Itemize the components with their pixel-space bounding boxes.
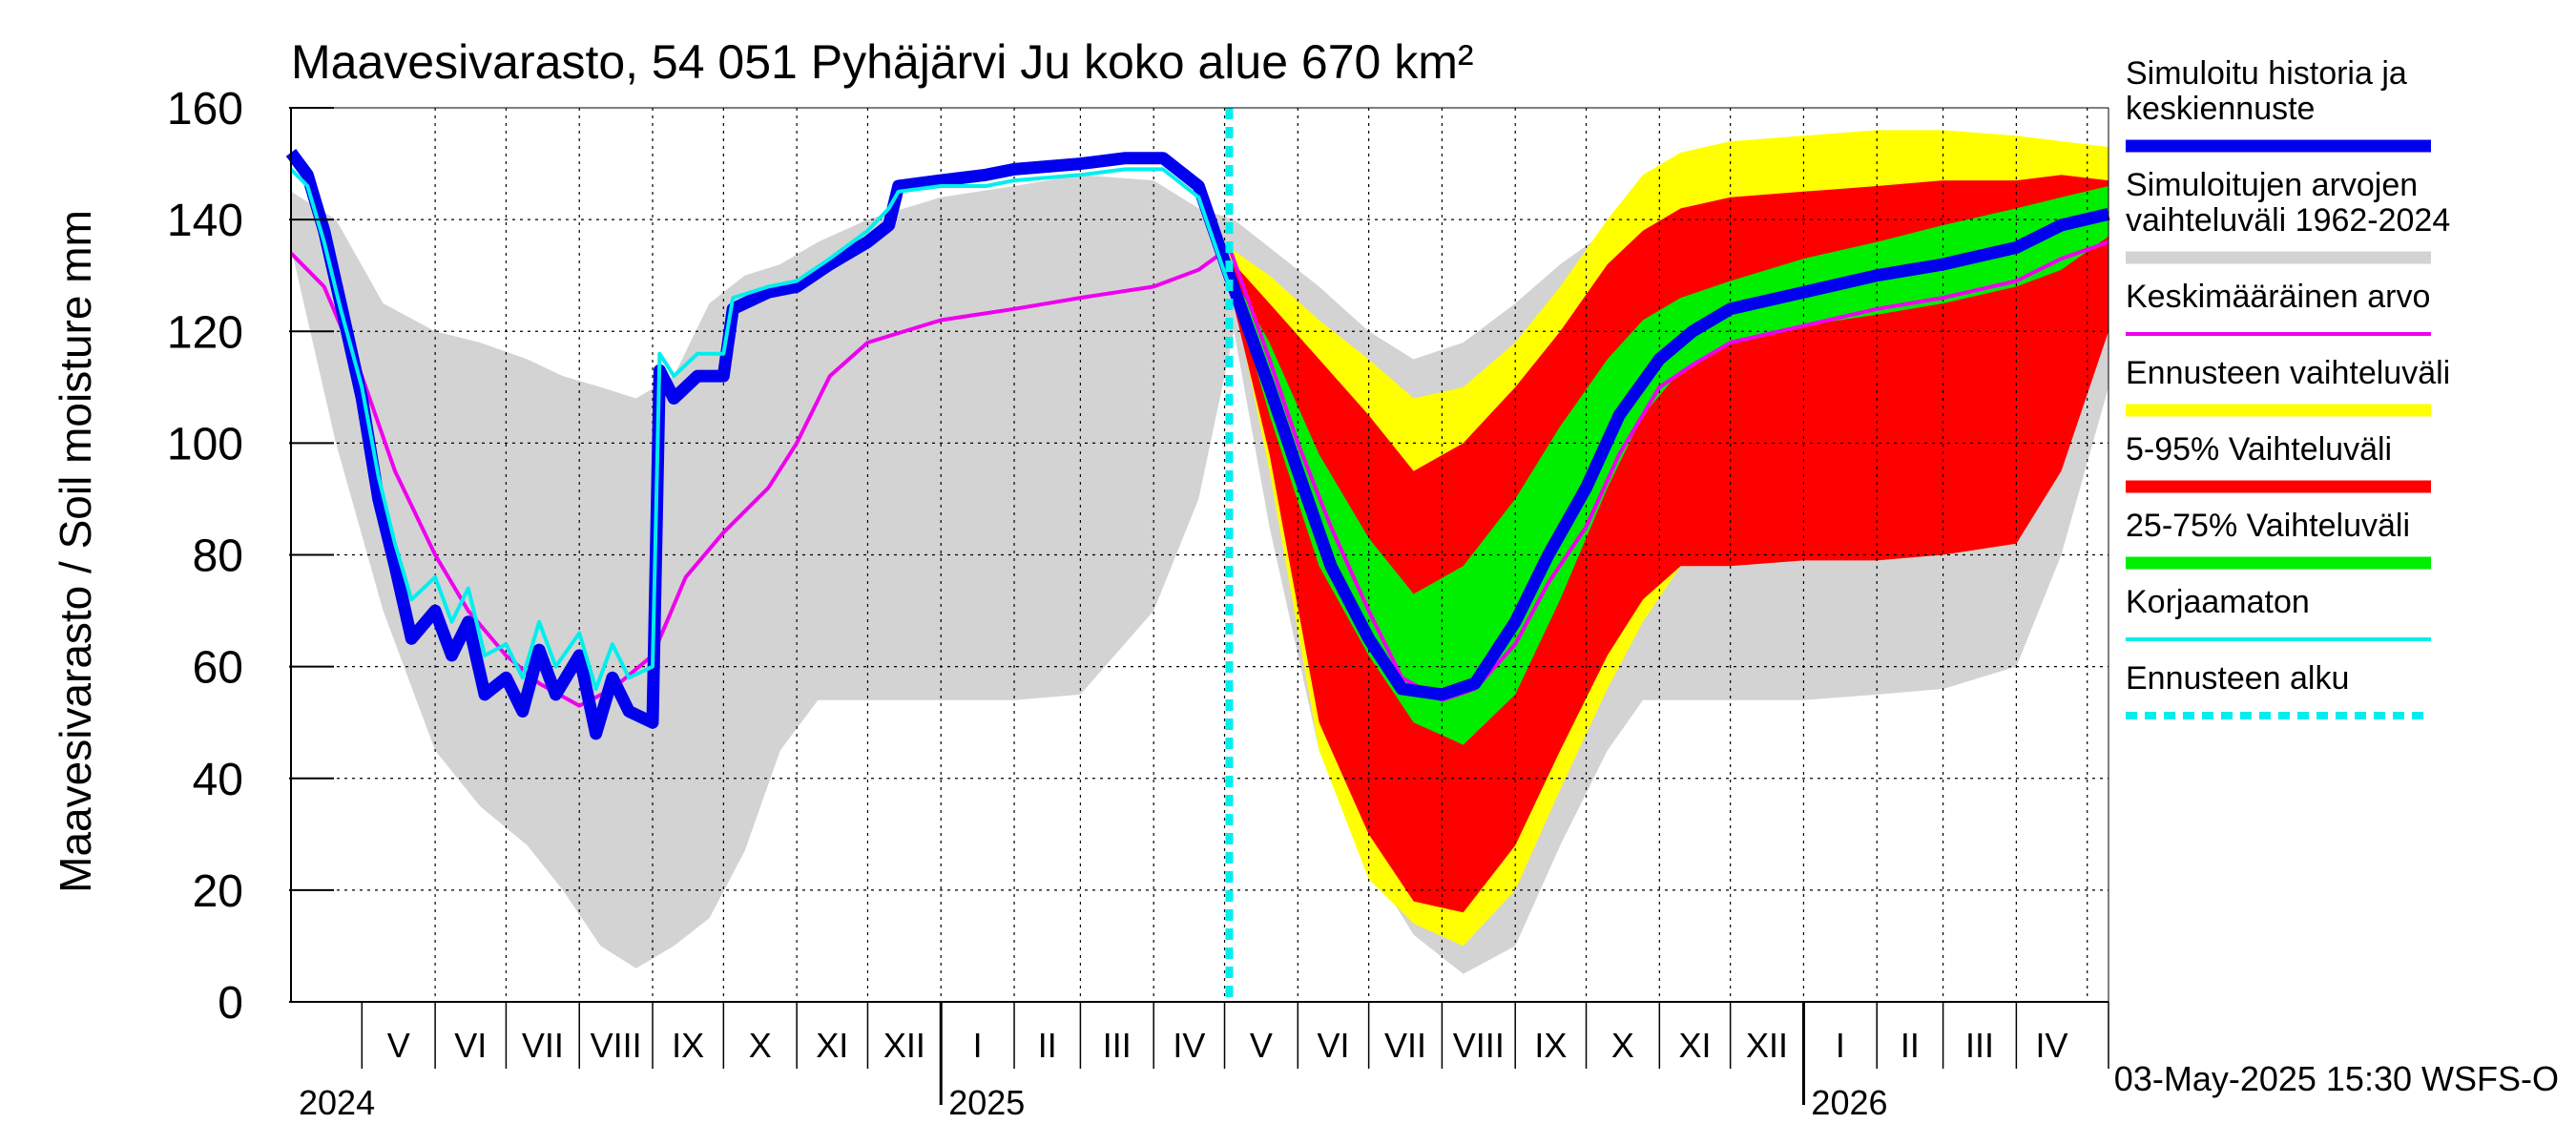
- uncorrected-line: [289, 167, 1232, 691]
- y-axis-label: Maavesivarasto / Soil moisture mm: [51, 210, 100, 893]
- month-label: VI: [454, 1026, 487, 1065]
- month-label: IX: [672, 1026, 704, 1065]
- month-label: IX: [1534, 1026, 1567, 1065]
- range-areas: [291, 130, 2109, 974]
- month-label: XI: [816, 1026, 848, 1065]
- legend-label: Ennusteen alku: [2126, 660, 2349, 697]
- month-label: IV: [2036, 1026, 2068, 1065]
- series-lines: [285, 108, 2110, 1002]
- month-label: I: [973, 1026, 983, 1065]
- month-label: II: [1901, 1026, 1920, 1065]
- month-label: XII: [883, 1026, 925, 1065]
- y-tick-label: 0: [218, 978, 243, 1029]
- y-tick-label: 120: [167, 307, 243, 358]
- month-label: X: [1611, 1026, 1634, 1065]
- y-tick-label: 80: [193, 531, 243, 582]
- legend-label: 5-95% Vaihteluväli: [2126, 431, 2392, 468]
- legend-label: 25-75% Vaihteluväli: [2126, 508, 2410, 544]
- legend-label: vaihteluväli 1962-2024: [2126, 202, 2450, 239]
- month-label: VII: [1384, 1026, 1426, 1065]
- month-label: V: [387, 1026, 410, 1065]
- year-label: 2024: [299, 1083, 375, 1122]
- legend-label: Korjaamaton: [2126, 584, 2310, 620]
- legend-label: Simuloitujen arvojen: [2126, 167, 2418, 203]
- month-label: X: [749, 1026, 772, 1065]
- month-label: VIII: [591, 1026, 642, 1065]
- month-label: VIII: [1453, 1026, 1505, 1065]
- chart-title: Maavesivarasto, 54 051 Pyhäjärvi Ju koko…: [291, 35, 1474, 89]
- mean-line: [289, 239, 2109, 708]
- y-tick-label: 100: [167, 419, 243, 469]
- month-label: II: [1038, 1026, 1057, 1065]
- month-label: III: [1965, 1026, 1994, 1065]
- y-tick-label: 40: [193, 755, 243, 805]
- month-label: XI: [1678, 1026, 1711, 1065]
- legend-label: keskiennuste: [2126, 91, 2315, 127]
- year-label: 2026: [1811, 1083, 1887, 1122]
- y-tick-label: 60: [193, 643, 243, 694]
- p25-75-band: [1229, 186, 2109, 745]
- month-label: IV: [1173, 1026, 1205, 1065]
- month-label: III: [1103, 1026, 1132, 1065]
- month-label: V: [1250, 1026, 1273, 1065]
- timestamp: 03-May-2025 15:30 WSFS-O: [2114, 1059, 2559, 1098]
- y-tick-label: 160: [167, 84, 243, 135]
- history-line: [285, 149, 2110, 740]
- legend-label: Keskimääräinen arvo: [2126, 279, 2430, 315]
- grid: [291, 108, 2109, 1002]
- legend-label: Simuloitu historia ja: [2126, 55, 2407, 92]
- legend-label: Ennusteen vaihteluväli: [2126, 355, 2450, 391]
- month-label: I: [1836, 1026, 1845, 1065]
- month-label: VII: [522, 1026, 564, 1065]
- y-tick-label: 140: [167, 196, 243, 246]
- month-label: XII: [1746, 1026, 1788, 1065]
- y-tick-label: 20: [193, 866, 243, 917]
- month-label: VI: [1317, 1026, 1349, 1065]
- year-label: 2025: [948, 1083, 1025, 1122]
